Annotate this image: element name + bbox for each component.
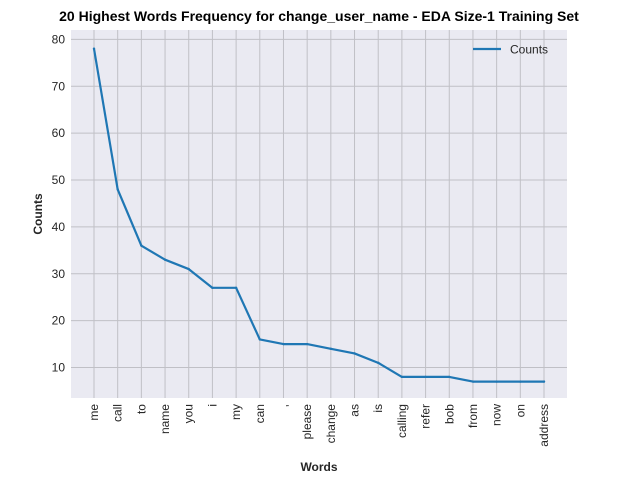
x-tick-label: name bbox=[158, 404, 172, 434]
data-point bbox=[187, 267, 190, 271]
y-axis-ticks: 10 20 30 40 50 60 70 80 bbox=[52, 32, 66, 374]
x-tick-label: now bbox=[490, 404, 504, 426]
x-tick-label: address bbox=[537, 404, 551, 447]
x-tick-label: me bbox=[87, 404, 101, 421]
data-point bbox=[163, 258, 167, 261]
plot-area bbox=[71, 30, 567, 398]
y-tick-label: 70 bbox=[52, 79, 66, 93]
data-point bbox=[542, 380, 546, 383]
y-tick-label: 10 bbox=[52, 361, 66, 375]
data-point bbox=[140, 244, 143, 247]
y-tick-label: 30 bbox=[52, 267, 66, 281]
x-tick-label: bob bbox=[442, 404, 456, 424]
data-point bbox=[305, 342, 309, 346]
y-axis-title: Counts bbox=[31, 193, 45, 235]
series-points bbox=[92, 47, 546, 383]
data-point bbox=[282, 342, 285, 346]
x-tick-label: i bbox=[205, 404, 219, 407]
series-line-counts bbox=[92, 47, 546, 383]
x-tick-label: , bbox=[276, 404, 290, 407]
legend-label: Counts bbox=[510, 43, 548, 57]
data-point bbox=[519, 380, 522, 383]
x-axis-title: Words bbox=[300, 460, 337, 474]
x-tick-label: please bbox=[300, 404, 314, 440]
y-tick-label: 20 bbox=[52, 314, 66, 328]
data-point bbox=[448, 375, 451, 379]
y-tick-label: 40 bbox=[52, 220, 66, 234]
x-tick-label: is bbox=[371, 404, 385, 413]
x-tick-label: you bbox=[182, 404, 196, 423]
data-point bbox=[471, 380, 475, 383]
x-tick-label: can bbox=[253, 404, 267, 423]
x-tick-label: my bbox=[229, 404, 243, 420]
data-point bbox=[234, 286, 238, 290]
x-axis-ticks: me call to name you i my can, please change as is ca… bbox=[87, 404, 551, 447]
data-point bbox=[116, 188, 119, 191]
grid-lines bbox=[71, 30, 567, 398]
data-point bbox=[211, 286, 214, 290]
data-point bbox=[495, 380, 498, 383]
data-point bbox=[92, 47, 96, 50]
x-tick-label: from bbox=[466, 404, 480, 428]
x-tick-label: change bbox=[324, 404, 338, 444]
x-tick-label: refer bbox=[419, 404, 433, 429]
chart-title: 20 Highest Words Frequency for change_us… bbox=[59, 8, 579, 24]
data-point bbox=[377, 361, 380, 365]
y-tick-label: 50 bbox=[52, 173, 66, 187]
x-tick-label: on bbox=[513, 404, 527, 417]
x-tick-label: as bbox=[348, 404, 362, 417]
x-tick-label: calling bbox=[395, 404, 409, 438]
y-tick-label: 80 bbox=[52, 32, 66, 46]
y-tick-label: 60 bbox=[52, 126, 66, 140]
data-point bbox=[424, 375, 427, 379]
data-point bbox=[329, 347, 333, 350]
x-tick-label: call bbox=[111, 404, 125, 422]
data-point bbox=[258, 338, 261, 341]
legend: Counts bbox=[473, 43, 548, 57]
data-point bbox=[353, 352, 356, 355]
data-point bbox=[400, 375, 404, 379]
x-tick-label: to bbox=[134, 404, 148, 414]
